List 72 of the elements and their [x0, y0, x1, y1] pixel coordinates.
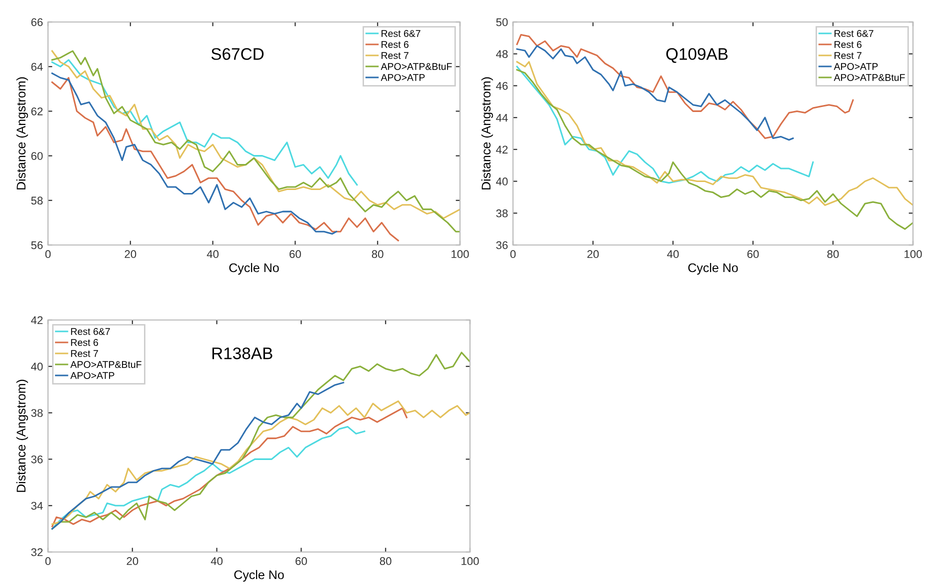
- x-tick-label: 100: [462, 557, 479, 566]
- legend-label: Rest 7: [382, 52, 408, 59]
- y-tick-label: 46: [496, 82, 508, 90]
- y-tick-label: 40: [31, 362, 43, 371]
- x-tick-label: 40: [667, 250, 679, 258]
- y-tick-label: 40: [496, 178, 508, 186]
- line-series: [516, 66, 814, 184]
- x-tick-label: 40: [206, 250, 219, 258]
- text: R138AB: [212, 347, 272, 360]
- x-tick-label: 60: [747, 250, 759, 258]
- x-tick-label: 20: [126, 557, 138, 566]
- x-tick-label: 100: [904, 250, 922, 258]
- y-tick-label: 50: [496, 18, 508, 26]
- x-axis-title: Cycle No: [229, 262, 279, 275]
- legend-label: APO>ATP: [70, 372, 114, 379]
- y-tick-label: 38: [496, 209, 508, 218]
- line-series: [51, 59, 358, 186]
- y-tick-label: 36: [31, 455, 43, 464]
- legend-label: Rest 6: [71, 339, 98, 346]
- x-axis-title: Cycle No: [234, 570, 284, 582]
- legend-label: APO>ATP&BtuF: [70, 361, 142, 368]
- legend-label: Rest 7: [834, 52, 862, 59]
- y-tick-label: 42: [31, 316, 43, 324]
- y-tick-label: 42: [496, 146, 508, 154]
- line-series: [516, 61, 913, 206]
- y-axis-title: Distance (Angstrom): [16, 77, 28, 190]
- x-tick-label: 60: [296, 557, 307, 566]
- y-axis-title: Distance (Angstrom): [16, 380, 28, 492]
- legend-label: APO>ATP: [380, 74, 425, 81]
- x-tick-label: 0: [45, 557, 51, 566]
- y-tick-label: 44: [496, 114, 508, 122]
- line-series: [51, 407, 408, 528]
- legend-label: APO>ATP: [834, 63, 878, 70]
- line-series: [51, 382, 344, 530]
- line-series: [516, 45, 794, 141]
- x-tick-label: 80: [380, 557, 392, 566]
- y-tick-label: 64: [31, 62, 43, 71]
- x-tick-label: 80: [372, 250, 384, 258]
- line-series: [516, 69, 913, 230]
- x-tick-label: 0: [510, 250, 516, 258]
- line-series: [51, 72, 338, 235]
- y-tick-label: 62: [31, 107, 43, 116]
- line-series: [51, 426, 366, 530]
- legend-label: Rest 6: [382, 41, 408, 48]
- text: S67CD: [211, 48, 264, 60]
- x-tick-label: 0: [45, 250, 51, 258]
- x-tick-label: 20: [124, 250, 136, 258]
- legend-label: Rest 6&7: [71, 328, 110, 335]
- y-tick-label: 34: [31, 502, 43, 510]
- legend-label: Rest 6: [834, 41, 862, 48]
- x-tick-label: 20: [587, 250, 599, 258]
- y-tick-label: 60: [31, 152, 43, 160]
- legend-label: Rest 7: [71, 350, 98, 357]
- line-series: [51, 400, 470, 525]
- x-axis-title: Cycle No: [688, 262, 738, 275]
- x-tick-label: 60: [290, 250, 301, 258]
- x-tick-label: 40: [210, 557, 223, 566]
- y-tick-label: 32: [31, 548, 43, 556]
- legend-label: APO>ATP&BtuF: [380, 63, 452, 70]
- y-tick-label: 58: [31, 196, 43, 205]
- x-tick-label: 80: [827, 250, 839, 258]
- y-tick-label: 48: [496, 50, 508, 58]
- legend-label: APO>ATP&BtuF: [834, 74, 905, 81]
- y-tick-label: 36: [496, 241, 508, 250]
- x-tick-label: 100: [452, 250, 469, 258]
- y-axis-title: Distance (Angstrom): [481, 77, 494, 190]
- legend-label: Rest 6&7: [834, 30, 874, 37]
- legend-label: Rest 6&7: [382, 30, 420, 37]
- y-tick-label: 38: [31, 409, 43, 417]
- y-tick-label: 56: [31, 241, 43, 250]
- text: Q109AB: [666, 48, 728, 63]
- y-tick-label: 66: [31, 18, 43, 26]
